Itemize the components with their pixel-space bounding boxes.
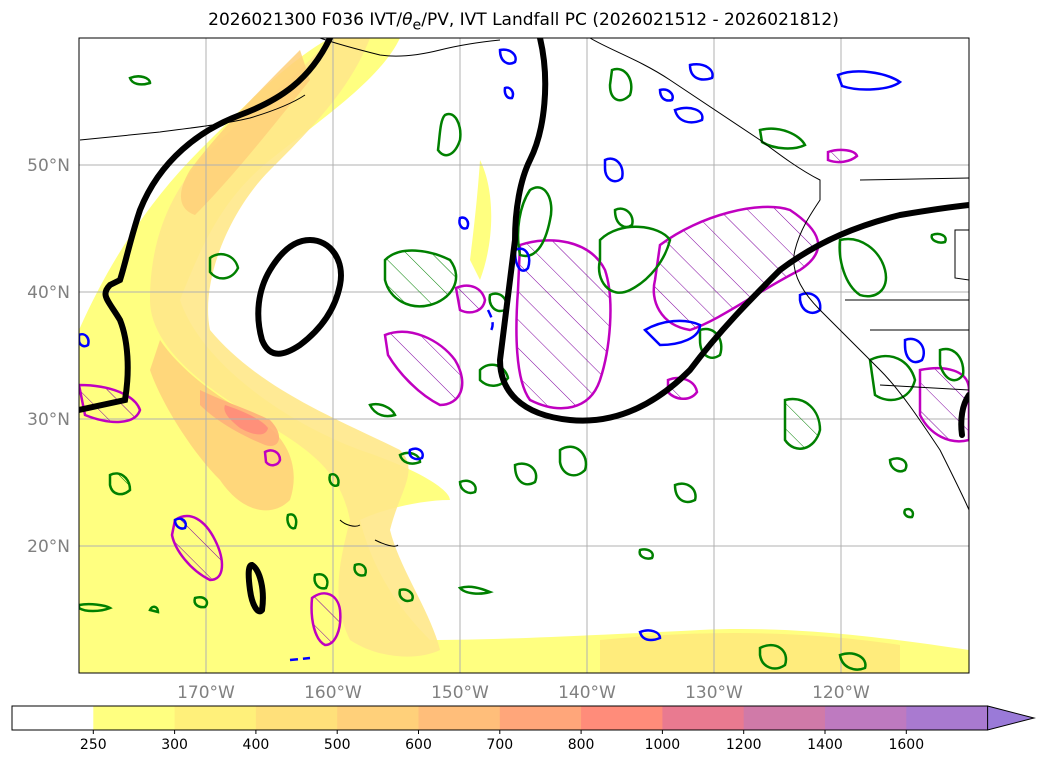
longitude-labels: 170°W 160°W 150°W 140°W 130°W 120°W xyxy=(177,683,870,703)
colorbar-swatch xyxy=(174,706,257,730)
theta-e-contours xyxy=(79,67,965,671)
colorbar-label: 1400 xyxy=(807,737,843,753)
colorbar-swatch xyxy=(581,706,663,730)
colorbar: 250 300 400 500 600 700 800 1000 1200 1400 1600 xyxy=(11,705,1036,753)
colorbar-swatch xyxy=(662,706,745,730)
colorbar-swatch xyxy=(825,706,907,730)
colorbar-swatch xyxy=(743,706,826,730)
theta-subscript: e xyxy=(412,17,422,34)
lon-label-160w: 160°W xyxy=(304,683,362,703)
lat-label-50: 50°N xyxy=(27,156,70,176)
ivt-shading xyxy=(79,38,969,673)
map-title: 2026021300 F036 IVT/θe/PV, IVT Landfall … xyxy=(208,10,839,34)
colorbar-label: 1600 xyxy=(888,737,924,753)
map-content xyxy=(79,38,969,673)
colorbar-swatch xyxy=(93,706,176,730)
landfall-pc-regions xyxy=(79,148,969,647)
colorbar-label: 400 xyxy=(243,737,270,753)
colorbar-swatch xyxy=(255,706,338,730)
lon-label-140w: 140°W xyxy=(558,683,616,703)
colorbar-extend-arrow xyxy=(987,705,1036,731)
ivt-boundary-contours xyxy=(79,38,969,615)
colorbar-swatch xyxy=(12,706,94,730)
colorbar-swatch xyxy=(418,706,501,730)
lon-label-120w: 120°W xyxy=(812,683,870,703)
colorbar-swatch xyxy=(337,706,419,730)
colorbar-label: 700 xyxy=(486,737,513,753)
colorbar-label: 600 xyxy=(405,737,432,753)
coastlines xyxy=(79,38,969,547)
lon-label-130w: 130°W xyxy=(685,683,743,703)
lon-label-170w: 170°W xyxy=(177,683,235,703)
latitude-labels: 50°N 40°N 30°N 20°N xyxy=(27,156,70,557)
colorbar-label: 800 xyxy=(568,737,595,753)
colorbar-label: 300 xyxy=(161,737,188,753)
lon-label-150w: 150°W xyxy=(431,683,489,703)
lat-label-30: 30°N xyxy=(27,410,70,430)
colorbar-label: 500 xyxy=(324,737,351,753)
lat-label-40: 40°N xyxy=(27,283,70,303)
colorbar-label: 250 xyxy=(80,737,107,753)
colorbar-label: 1200 xyxy=(726,737,762,753)
colorbar-label: 1000 xyxy=(645,737,681,753)
colorbar-swatch xyxy=(499,706,582,730)
lat-label-20: 20°N xyxy=(27,537,70,557)
theta-symbol: θ xyxy=(402,10,413,30)
map-frame xyxy=(78,37,970,674)
pv-contours xyxy=(79,48,925,662)
colorbar-swatch xyxy=(906,706,989,730)
